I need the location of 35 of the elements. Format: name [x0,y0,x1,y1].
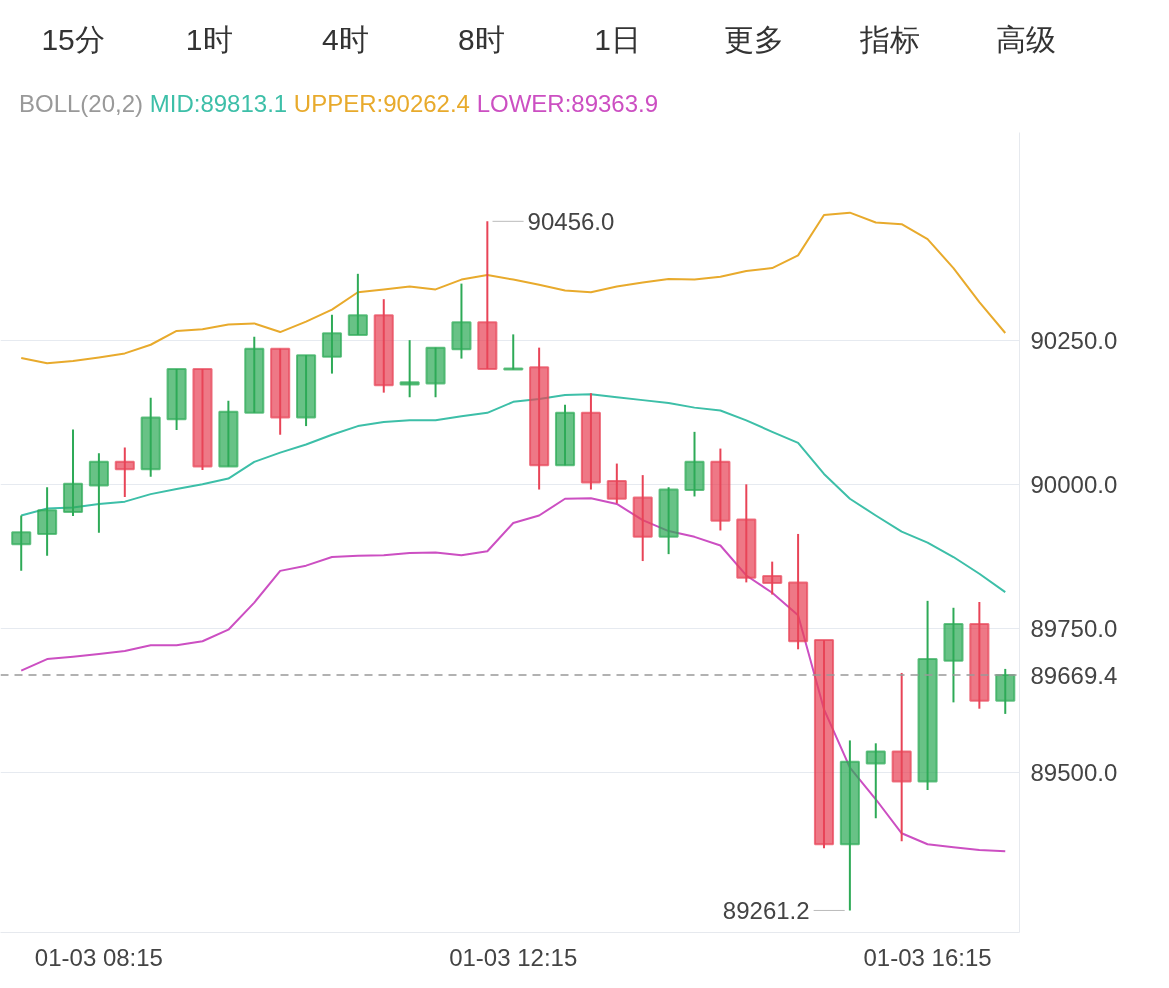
y-tick-label: 90250.0 [1030,326,1118,354]
y-tick-label: 90000.0 [1030,470,1118,498]
candlestick [321,313,343,375]
text: 15分 [40,21,106,58]
text: 1日 [593,21,642,58]
annotation: 89261.2 [722,896,810,924]
line-series [20,393,1007,594]
x-tick-label: 01-03 16:15 [863,943,992,971]
x-tick-label: 01-03 12:15 [449,943,578,971]
candlestick [11,514,32,572]
candlestick [88,452,109,534]
text: LOWER:89363.9 [476,90,659,117]
candlestick [114,446,135,499]
line-series [20,211,1007,365]
text: 指标 [858,21,921,58]
candlestick [762,560,783,596]
x-tick-label: 01-03 08:15 [34,943,163,971]
text: 8时 [457,21,506,58]
candlestick [865,742,886,820]
ref-line-label: 89669.4 [1030,661,1118,689]
text: 4时 [320,21,370,58]
text: 高级 [994,21,1057,58]
candlestick [347,272,368,336]
candlestick [399,339,420,399]
text: 1时 [184,21,234,58]
y-tick-label: 89500.0 [1030,759,1118,787]
annotation: 90456.0 [527,207,615,235]
legend-title: BOLL(20,2) [19,90,144,117]
candlestick [503,333,524,371]
text: UPPER:90262.4 [293,90,470,117]
candlestick [37,486,58,557]
text: 更多 [722,21,785,58]
text: MID:89813.1 [149,90,288,117]
y-tick-label: 89750.0 [1030,615,1118,643]
candlestick [606,462,627,505]
